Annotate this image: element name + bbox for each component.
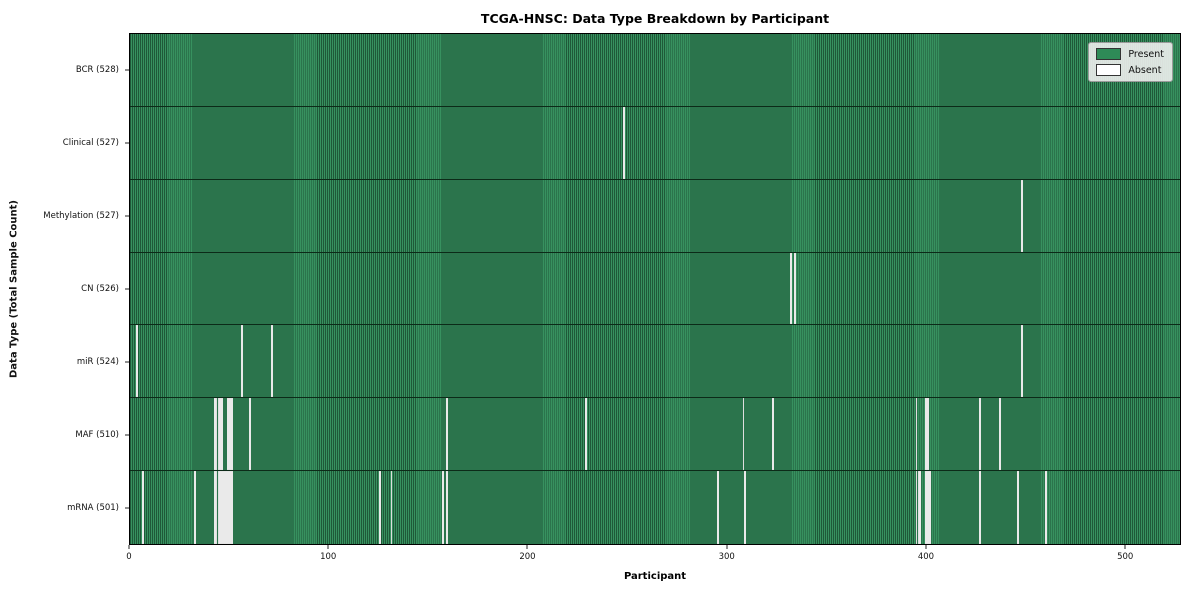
- absent-cell: [1044, 471, 1047, 544]
- absent-cell: [227, 471, 230, 544]
- heatmap-row-methylation: [130, 179, 1180, 253]
- legend-entry-present: Present: [1096, 48, 1164, 60]
- legend-entry-absent: Absent: [1096, 64, 1164, 76]
- x-tick-mark: [925, 545, 927, 549]
- y-tick-mark: [125, 142, 129, 144]
- x-tick-label: 200: [519, 552, 536, 562]
- absent-cell: [915, 471, 918, 544]
- heatmap-row-maf: [130, 398, 1180, 472]
- legend-label-present: Present: [1128, 48, 1164, 60]
- absent-cell: [271, 325, 274, 398]
- y-tick-mark: [125, 288, 129, 290]
- x-tick-mark: [1124, 545, 1126, 549]
- absent-cell: [742, 398, 745, 471]
- legend-label-absent: Absent: [1128, 64, 1162, 76]
- absent-cell: [217, 398, 220, 471]
- y-tick-mark: [125, 361, 129, 363]
- absent-cell: [927, 398, 930, 471]
- absent-cell: [135, 325, 138, 398]
- absent-swatch-icon: [1096, 64, 1122, 76]
- chart-title: TCGA-HNSC: Data Type Breakdown by Partic…: [480, 11, 830, 26]
- absent-cell: [915, 398, 918, 471]
- absent-cell: [794, 252, 797, 325]
- absent-cell: [585, 398, 588, 471]
- y-tick-mark: [125, 215, 129, 217]
- absent-cell: [1020, 179, 1023, 252]
- absent-cell: [925, 471, 928, 544]
- absent-cell: [215, 471, 218, 544]
- absent-cell: [213, 471, 216, 544]
- absent-cell: [1016, 471, 1019, 544]
- x-axis: 0 100 200 300 400 500: [126, 545, 1181, 567]
- absent-cell: [241, 325, 244, 398]
- absent-cell: [1020, 325, 1023, 398]
- absent-cell: [716, 471, 719, 544]
- absent-cell: [999, 398, 1002, 471]
- absent-cell: [772, 398, 775, 471]
- absent-cell: [623, 106, 626, 179]
- absent-cell: [979, 398, 982, 471]
- absent-cell: [225, 471, 228, 544]
- absent-cell: [446, 398, 449, 471]
- absent-cell: [217, 471, 220, 544]
- heatmap-row-clinical: [130, 106, 1180, 180]
- y-tick-label: BCR (528): [75, 64, 119, 75]
- absent-cell: [231, 471, 234, 544]
- absent-cell: [221, 398, 224, 471]
- x-tick-label: 100: [320, 552, 337, 562]
- heatmap-row-cn: [130, 252, 1180, 326]
- x-axis-label: Participant: [623, 571, 687, 582]
- absent-cell: [213, 398, 216, 471]
- y-tick-label: Clinical (527): [62, 137, 119, 148]
- absent-cell: [215, 398, 218, 471]
- x-tick-mark: [327, 545, 329, 549]
- x-tick-mark: [128, 545, 130, 549]
- absent-cell: [378, 471, 381, 544]
- absent-cell: [744, 471, 747, 544]
- absent-cell: [221, 471, 224, 544]
- absent-cell: [919, 471, 922, 544]
- legend: Present Absent: [1088, 42, 1173, 82]
- x-tick-mark: [526, 545, 528, 549]
- absent-cell: [390, 471, 393, 544]
- present-swatch-icon: [1096, 48, 1122, 60]
- absent-cell: [446, 471, 449, 544]
- y-tick-label: CN (526): [81, 284, 119, 294]
- x-tick-mark: [726, 545, 728, 549]
- heatmap-row-mir: [130, 325, 1180, 399]
- y-tick-label: Methylation (527): [43, 210, 119, 221]
- absent-cell: [231, 398, 234, 471]
- y-tick-label: miR (524): [76, 357, 119, 368]
- absent-cell: [223, 471, 226, 544]
- y-tick-label: MAF (510): [75, 430, 119, 441]
- absent-cell: [442, 471, 445, 544]
- absent-cell: [929, 471, 932, 544]
- x-tick-label: 400: [917, 552, 935, 562]
- absent-cell: [229, 471, 232, 544]
- absent-cell: [927, 471, 930, 544]
- y-tick-mark: [125, 69, 129, 71]
- absent-cell: [925, 398, 928, 471]
- absent-cell: [141, 471, 144, 544]
- heatmap-row-mrna: [130, 471, 1180, 544]
- y-tick-mark: [125, 507, 129, 509]
- absent-cell: [229, 398, 232, 471]
- absent-cell: [219, 471, 222, 544]
- heatmap-row-bcr: [130, 34, 1180, 107]
- absent-cell: [790, 252, 793, 325]
- absent-cell: [227, 398, 230, 471]
- y-tick-label: mRNA (501): [67, 503, 119, 514]
- x-tick-label: 300: [718, 552, 735, 562]
- plot-area: Present Absent: [129, 33, 1181, 545]
- absent-cell: [193, 471, 196, 544]
- x-tick-label: 500: [1117, 552, 1134, 562]
- y-axis: BCR (528) Clinical (527) Methylation (527)…: [0, 33, 129, 545]
- absent-cell: [917, 471, 920, 544]
- absent-cell: [219, 398, 222, 471]
- absent-cell: [249, 398, 252, 471]
- absent-cell: [979, 471, 982, 544]
- y-tick-mark: [125, 434, 129, 436]
- x-tick-label: 0: [126, 552, 132, 562]
